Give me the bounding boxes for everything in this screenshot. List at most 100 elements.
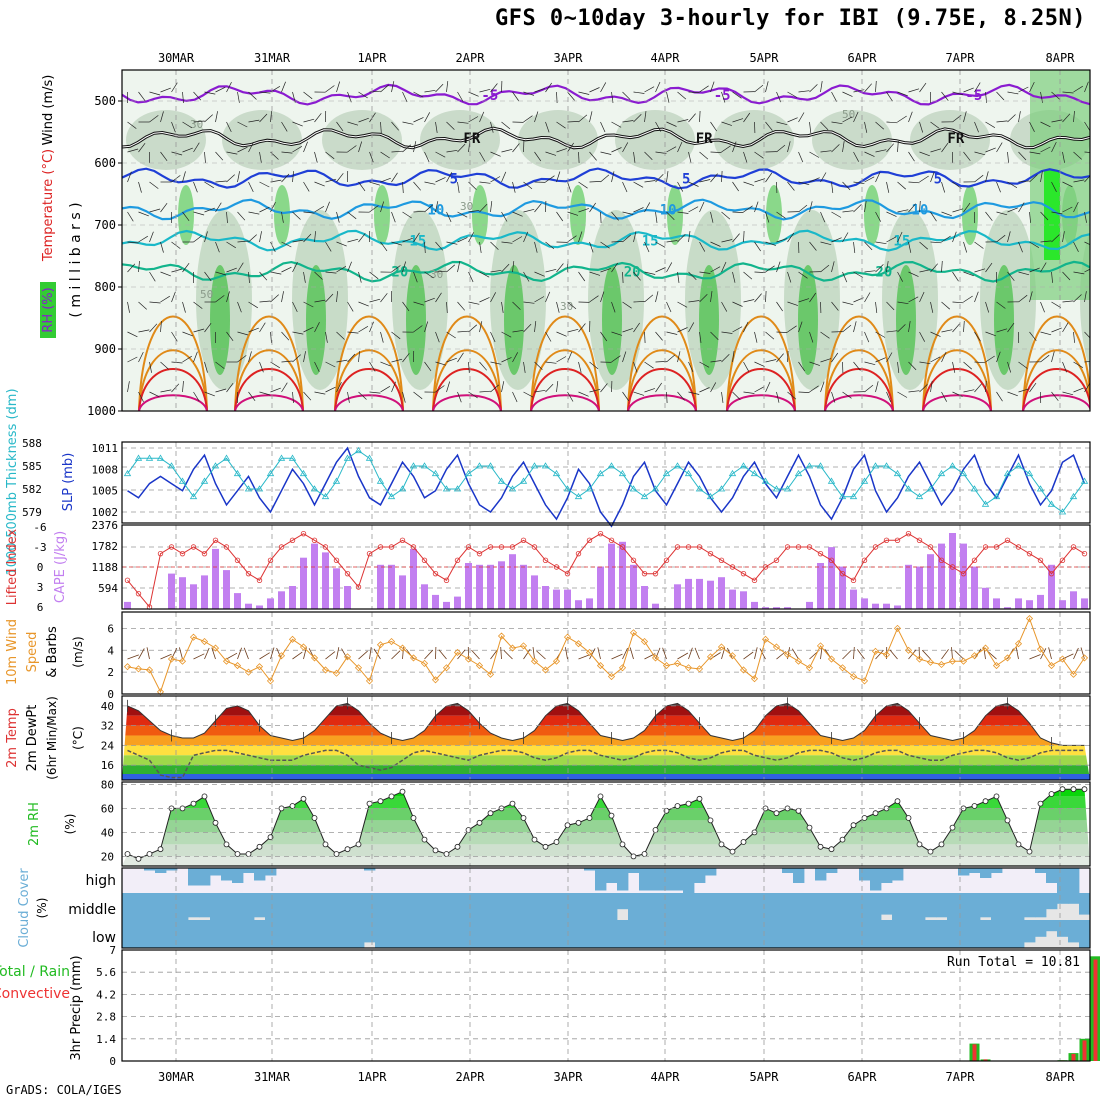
wind-barb <box>809 84 818 93</box>
rh2m-point <box>608 812 615 819</box>
wind-barb <box>699 387 710 393</box>
thickness-point <box>871 462 880 469</box>
lifted-index-axis-label: Lifted Index <box>5 528 20 605</box>
wind10m-point <box>299 643 308 651</box>
wind10m-point <box>508 644 517 652</box>
thickness-point <box>288 454 297 461</box>
thickness-point <box>805 462 814 469</box>
wind-barb <box>644 111 647 123</box>
wind-barb <box>457 181 460 193</box>
wind-barb <box>611 301 616 313</box>
slp-tick: 1002 <box>92 506 119 519</box>
wind10m-point <box>354 664 363 672</box>
lifted-index-point <box>355 584 362 590</box>
wind-barb <box>996 211 1008 216</box>
wind-barb <box>424 112 431 123</box>
lifted-index-point <box>619 544 626 550</box>
wind-barb <box>809 385 819 393</box>
lifted-index-point <box>168 544 175 550</box>
wind-barb <box>556 263 564 273</box>
cloud-middle-bar <box>1057 893 1069 904</box>
cloud-high-bar <box>672 868 684 891</box>
thickness-point <box>387 492 396 500</box>
wind-barb <box>985 121 996 128</box>
wind10m-point <box>585 648 594 657</box>
temp2m-tick: 32 <box>101 720 114 733</box>
wind10m-point <box>662 662 671 670</box>
wind-barb <box>281 291 284 303</box>
wind-barb <box>875 121 885 130</box>
wind-barb <box>314 231 316 243</box>
lifted-index-point <box>795 544 802 550</box>
wind-barb <box>292 146 303 153</box>
wind-barb <box>149 391 160 398</box>
wind-barb <box>204 231 208 243</box>
cape-bar <box>476 564 483 609</box>
date-label-bottom: 3APR <box>554 1070 584 1084</box>
cloud-middle-bar <box>1013 893 1025 920</box>
wind-barb <box>215 271 227 276</box>
wind-barb <box>523 323 532 333</box>
wind-barb <box>633 231 637 243</box>
wind-barb <box>644 241 650 253</box>
wind10m-point <box>772 643 781 651</box>
wind-barb <box>985 171 989 183</box>
wind10m-axis-label-3: & Barbs <box>45 626 60 678</box>
wind-barb <box>600 211 602 224</box>
thickness-point <box>607 462 616 469</box>
wind-barb <box>809 292 817 303</box>
wind-barb <box>985 147 996 153</box>
lifted-index-point <box>861 557 868 564</box>
cloud-middle-bar <box>298 893 310 920</box>
cloud-low-bar <box>364 920 376 943</box>
wind-barb <box>930 211 937 222</box>
temp-band <box>122 735 1090 746</box>
cloud-low-bar <box>892 920 904 948</box>
wind-barb <box>688 322 695 333</box>
wind-barb <box>776 331 788 333</box>
wind-barb <box>952 301 964 304</box>
wind-barb <box>710 173 718 183</box>
wind-barb <box>732 351 735 363</box>
wind10m-point <box>816 642 825 650</box>
cloud-middle-bar <box>650 893 662 920</box>
wind-barb <box>721 391 724 403</box>
wind-barb <box>600 331 608 342</box>
wind-barb <box>468 232 475 243</box>
thickness-point <box>893 469 902 477</box>
lifted-index-point <box>179 550 186 557</box>
wind10m-speed-line <box>127 617 1085 694</box>
wind-barb <box>820 381 825 393</box>
precip-tick: 4.2 <box>96 988 116 1001</box>
cape-bar <box>124 601 131 609</box>
wind-barb <box>732 271 736 283</box>
lifted-index-point <box>388 544 395 550</box>
rh2m-point <box>828 846 835 853</box>
date-label-bottom: 4APR <box>651 1070 681 1084</box>
cloud-high-bar <box>815 868 827 881</box>
wind-barb <box>1084 211 1087 223</box>
wind-barb <box>270 331 272 344</box>
wind-barb <box>688 391 700 395</box>
wind-barb <box>237 171 240 183</box>
wind10m-point <box>717 643 726 651</box>
cloud-high-bar <box>1068 868 1080 893</box>
wind-barb <box>787 141 791 153</box>
wind-barb <box>842 141 845 153</box>
slp-tick: 1005 <box>92 485 119 498</box>
wind-barb <box>490 241 499 250</box>
wind-barb <box>875 301 878 313</box>
date-label-top: 31MAR <box>254 51 291 65</box>
lifted-index-point <box>410 544 417 550</box>
cloud-middle-bar <box>1002 893 1014 920</box>
wind-barb <box>545 121 550 133</box>
wind-barb <box>677 351 681 363</box>
rh-shade-green <box>1094 265 1100 375</box>
wind-barb <box>391 381 396 393</box>
lifted-index-point <box>531 544 538 550</box>
wind-barb <box>391 331 401 340</box>
lifted-index-point <box>201 550 208 557</box>
wind-barb <box>633 181 644 188</box>
wind-barb <box>974 331 981 342</box>
thickness-point <box>310 485 319 492</box>
